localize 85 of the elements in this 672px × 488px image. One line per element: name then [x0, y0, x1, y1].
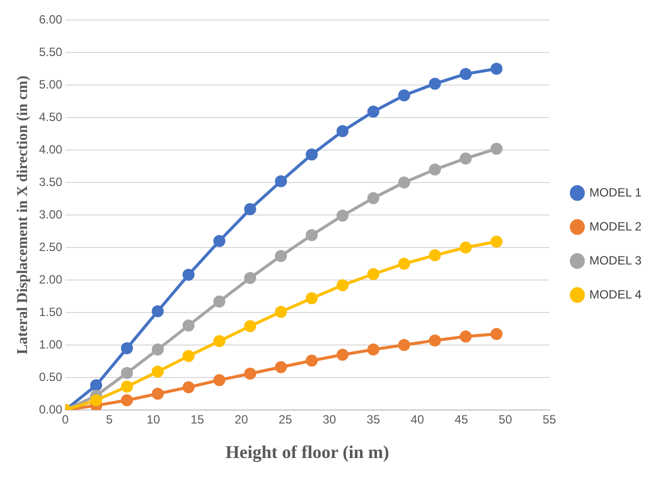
point: [367, 268, 380, 280]
point: [428, 164, 441, 176]
point: [460, 68, 472, 80]
y-tick-label: 0.00: [38, 402, 63, 416]
point: [152, 305, 164, 318]
point: [213, 295, 226, 308]
point: [306, 229, 318, 242]
y-tick-label: 4.50: [38, 110, 63, 124]
x-tick-label: 35: [366, 412, 380, 427]
x-axis-title: Height of floor (in m): [226, 442, 390, 462]
y-axis-title: Lateral Displacement in X direction (in cm): [14, 76, 31, 354]
x-tick-label: 55: [542, 412, 556, 427]
point: [336, 125, 349, 138]
y-tick-label: 4.00: [38, 142, 63, 156]
legend-label: MODEL 3: [589, 253, 642, 268]
point: [428, 249, 441, 262]
point: [182, 350, 195, 362]
point: [336, 348, 349, 361]
point: [490, 62, 503, 75]
point: [244, 320, 256, 332]
point: [182, 268, 195, 281]
y-tick-label: 1.50: [38, 304, 63, 319]
x-tick-label: 30: [322, 412, 336, 427]
point: [120, 380, 133, 393]
point: [460, 152, 472, 164]
point: [336, 279, 349, 292]
legend-label: MODEL 2: [589, 219, 642, 234]
y-tick-label: 1.00: [38, 337, 63, 352]
y-tick-label: 2.50: [38, 240, 63, 254]
point: [90, 379, 102, 392]
x-tick-label: 0: [62, 412, 70, 427]
point: [428, 334, 441, 346]
point: [367, 106, 380, 118]
x-tick-label: 10: [146, 412, 160, 427]
point: [120, 342, 133, 354]
point: [306, 148, 318, 161]
y-tick-label: 6.00: [38, 12, 63, 26]
point: [428, 78, 441, 90]
x-tick-label: 50: [498, 412, 512, 427]
point: [152, 344, 164, 356]
x-tick-label: 15: [190, 412, 204, 427]
point: [398, 258, 410, 270]
point: [182, 381, 195, 394]
point: [460, 242, 472, 254]
point: [274, 306, 287, 318]
point: [213, 374, 226, 386]
point: [274, 250, 287, 262]
y-tick-label: 3.50: [38, 174, 63, 189]
x-tick-label: 5: [106, 412, 114, 427]
point: [398, 176, 410, 188]
point: [120, 394, 133, 406]
x-tick-label: 40: [410, 412, 424, 427]
y-tick-label: 5.50: [38, 44, 63, 59]
point: [490, 328, 503, 340]
point: [460, 330, 472, 343]
legend-label: MODEL 4: [589, 287, 642, 302]
point: [306, 354, 318, 367]
point: [336, 210, 349, 222]
point: [182, 320, 195, 332]
point: [244, 272, 256, 284]
point: [152, 388, 164, 400]
legend-label: MODEL 1: [589, 185, 642, 200]
point: [490, 236, 503, 248]
point: [244, 203, 256, 216]
point: [152, 366, 164, 378]
point: [274, 361, 287, 374]
point: [90, 394, 102, 406]
y-tick-label: 3.00: [38, 207, 63, 222]
point: [398, 89, 410, 102]
point: [367, 344, 380, 356]
y-tick-label: 5.00: [38, 77, 63, 92]
point: [490, 142, 503, 155]
point: [398, 339, 410, 351]
point: [213, 335, 226, 348]
point: [274, 175, 287, 188]
x-tick-label: 20: [234, 412, 248, 427]
y-tick-label: 2.00: [38, 272, 63, 286]
point: [244, 368, 256, 380]
point: [213, 235, 226, 247]
point: [306, 292, 318, 304]
y-tick-label: 0.50: [38, 370, 63, 384]
point: [367, 192, 380, 204]
x-tick-label: 45: [454, 412, 468, 427]
point: [120, 366, 133, 379]
x-tick-label: 25: [278, 412, 292, 427]
